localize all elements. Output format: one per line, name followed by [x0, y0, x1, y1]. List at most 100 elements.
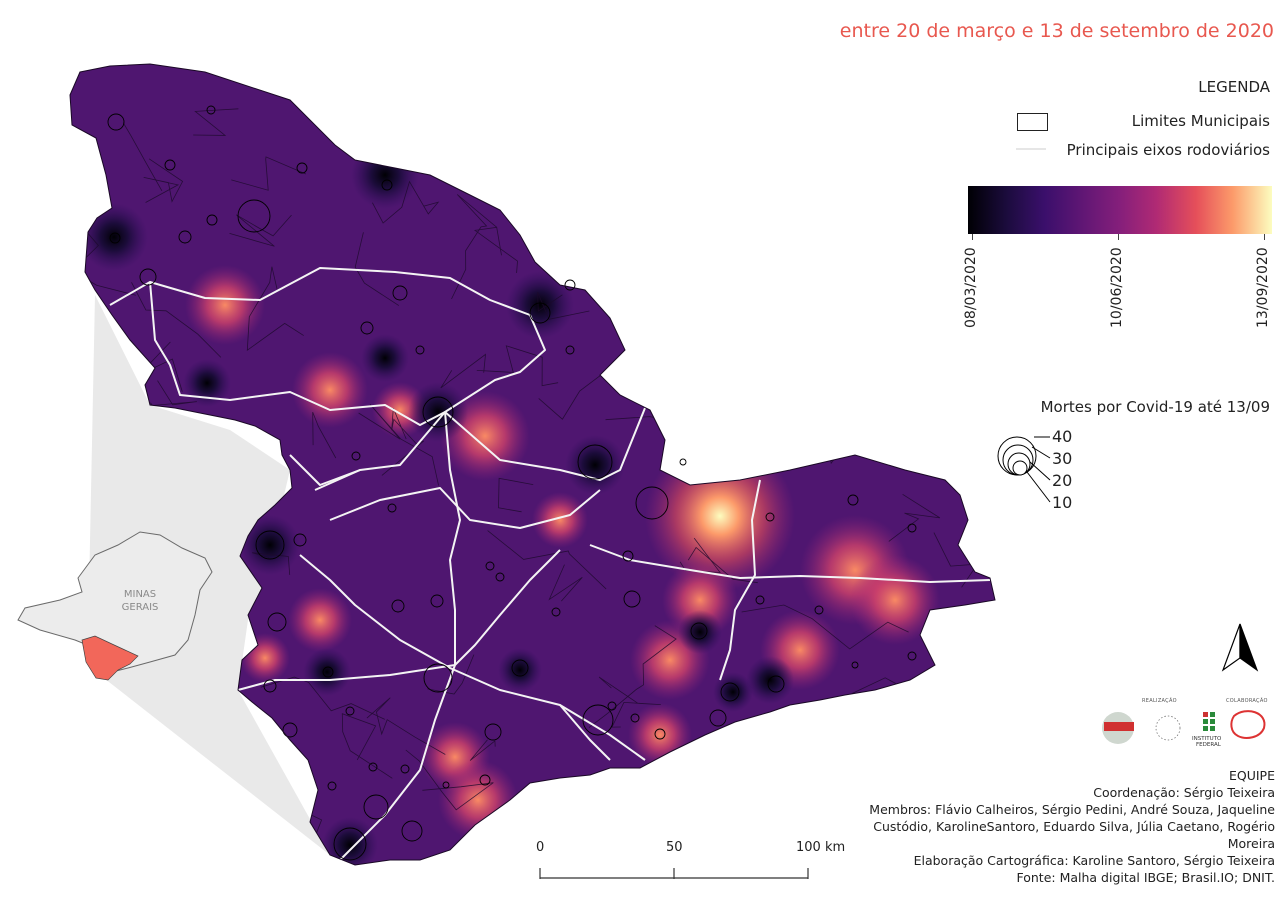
death-circle — [484, 723, 502, 741]
death-circle — [282, 722, 298, 738]
death-circle — [847, 494, 859, 506]
size-label-40: 40 — [1052, 427, 1073, 446]
municipal-limit-line — [358, 404, 439, 486]
municipal-limit-line — [687, 546, 758, 584]
death-circle — [345, 706, 355, 716]
ramp-tick — [1264, 234, 1265, 240]
municipal-limit-line — [440, 353, 486, 389]
death-circle — [709, 709, 727, 727]
municipal-limit-line — [138, 341, 183, 392]
heat-blob — [408, 382, 468, 442]
municipal-limit-line — [548, 564, 583, 602]
credits-coordination: Coordenação: Sérgio Teixeira — [1093, 785, 1275, 800]
scale-bar — [539, 868, 809, 879]
death-circle — [333, 827, 367, 861]
municipal-limit-line — [131, 282, 222, 358]
death-circle — [109, 232, 121, 244]
municipal-limit-line — [405, 749, 494, 811]
heat-blob — [240, 515, 300, 575]
death-circle — [178, 230, 192, 244]
road-line — [444, 407, 646, 481]
death-circle — [206, 105, 216, 115]
ramp-label-end: 13/09/2020 — [1255, 247, 1271, 328]
death-circle — [327, 781, 337, 791]
scale-label-0: 0 — [536, 840, 545, 855]
death-circle — [654, 728, 666, 740]
road-line — [149, 281, 446, 426]
municipal-limit-line — [471, 137, 514, 194]
death-circle — [679, 458, 687, 466]
municipal-limit-line — [561, 97, 641, 157]
minas-gerais-inset — [17, 531, 213, 673]
death-circle — [765, 512, 775, 522]
deaths-legend-title: Mortes por Covid-19 até 13/09 — [1040, 398, 1270, 416]
municipal-limit-line — [742, 64, 795, 100]
municipal-limit-line — [246, 266, 304, 352]
credits-members: Membros: Flávio Calheiros, Sérgio Pedini… — [869, 802, 1275, 851]
municipal-limit-line — [595, 95, 641, 147]
death-circle — [363, 794, 389, 820]
death-circle — [267, 612, 287, 632]
heat-blob — [438, 760, 518, 840]
municipal-limits-swatch — [1017, 113, 1048, 131]
road-line — [339, 664, 456, 861]
north-arrow-icon — [1221, 623, 1259, 672]
death-circle — [851, 661, 859, 669]
municipal-limit-line — [588, 160, 632, 195]
inset-label-line1: MINAS — [123, 589, 157, 600]
death-circle — [392, 285, 408, 301]
municipal-limit-line — [381, 408, 425, 476]
roads-swatch — [1016, 148, 1046, 150]
heat-blob — [322, 817, 378, 865]
deaths-size-legend-circles — [997, 436, 1051, 503]
ramp-tick — [972, 234, 973, 240]
death-circle — [635, 486, 669, 520]
death-circle — [206, 214, 218, 226]
inset-label-line2: GERAIS — [121, 602, 159, 613]
ramp-label-mid: 10/06/2020 — [1109, 247, 1125, 328]
municipal-limit-line — [622, 814, 660, 840]
municipal-limit-line — [588, 625, 677, 728]
death-circle — [907, 651, 917, 661]
municipal-limit-line — [372, 180, 440, 224]
death-circle — [577, 444, 613, 480]
road-line — [329, 487, 601, 529]
road-line — [299, 554, 611, 761]
municipal-limit-line — [122, 122, 163, 191]
road-line — [237, 664, 456, 691]
death-circle — [107, 113, 125, 131]
death-circle — [565, 345, 575, 355]
heat-blob — [183, 359, 231, 407]
size-label-10: 10 — [1052, 493, 1073, 512]
road-line — [454, 549, 561, 666]
map-subtitle: entre 20 de março e 13 de setembro de 20… — [839, 20, 1274, 42]
roads-label: Principais eixos rodoviários — [1066, 141, 1270, 159]
municipal-limit-line — [663, 146, 696, 217]
death-circle — [415, 345, 425, 355]
heat-blob — [565, 435, 625, 495]
death-circle — [387, 503, 397, 513]
death-circle — [368, 762, 378, 772]
death-circle — [422, 396, 454, 428]
heat-blob — [292, 352, 368, 428]
death-circle — [400, 764, 410, 774]
svg-text:FEDERAL: FEDERAL — [1196, 742, 1222, 748]
death-circle — [164, 159, 176, 171]
death-circle — [720, 682, 740, 702]
network-logo-icon — [1155, 715, 1181, 741]
municipal-limit-line — [476, 345, 559, 387]
heat-blob — [351, 141, 419, 209]
road-line — [444, 411, 461, 665]
inset-state-label: MINAS GERAIS — [110, 588, 170, 614]
death-circle — [551, 607, 561, 617]
death-circle — [485, 561, 495, 571]
size-label-20: 20 — [1052, 471, 1073, 490]
municipal-limit-line — [231, 156, 307, 191]
heat-blob — [361, 334, 409, 382]
municipal-limit-line — [933, 532, 979, 588]
municipal-limit-line — [498, 477, 534, 513]
instituto-federal-logo-icon — [1203, 712, 1215, 731]
scale-label-100: 100 km — [796, 840, 846, 855]
death-circle — [622, 550, 634, 562]
death-circle — [293, 533, 307, 547]
